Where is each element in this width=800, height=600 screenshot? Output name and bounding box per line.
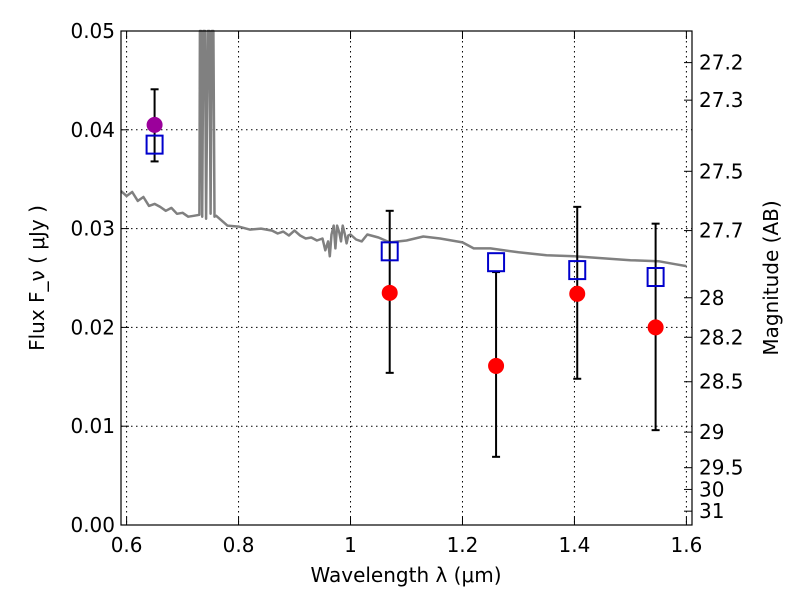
synthetic-photometry-series [145,134,665,288]
error-bars [150,88,660,458]
synthetic-point [646,267,665,288]
y-tick-label: 0.00 [70,513,115,537]
y2-tick-label: 28 [699,286,724,310]
y2-tick-label: 29 [699,420,724,444]
y2-tick-label: 28.5 [699,370,744,394]
y-tick-label: 0.04 [70,118,115,142]
model-sed-series [120,29,687,268]
observed-photometry-series [146,116,664,374]
y-tick-label: 0.05 [70,19,115,43]
y2-tick-label: 27.3 [699,88,744,112]
y2-tick-label: 28.2 [699,325,744,349]
y2-tick-label: 31 [699,499,724,523]
y-tick-labels: 0.00 0.01 0.02 0.03 0.04 0.05 [70,19,115,537]
observed-point [569,285,586,302]
y2-tick-label: 27.7 [699,219,744,243]
x-tick-label: 0.6 [111,533,143,557]
y2-tick-label: 29.5 [699,456,744,480]
axis-ticks [121,30,692,526]
observed-point [146,116,163,133]
y2-tick-label: 30 [699,477,724,501]
model-sed-line [120,29,687,268]
y-tick-label: 0.03 [70,217,115,241]
synthetic-point [145,134,164,155]
x-tick-label: 1 [344,533,357,557]
observed-point [381,284,398,301]
y2-tick-label: 27.5 [699,159,744,183]
x-tick-label: 1.6 [670,533,702,557]
x-tick-labels: 0.6 0.8 1 1.2 1.4 1.6 [111,533,703,557]
observed-point [488,357,505,374]
y-axis-label: Flux F_ν ( μJy ) [25,205,49,351]
synthetic-point [487,252,506,273]
x-axis-label: Wavelength λ (μm) [310,563,501,587]
y2-axis-label: Magnitude (AB) [759,200,783,355]
x-tick-label: 1.4 [559,533,591,557]
plot-frame [120,30,693,526]
x-tick-label: 0.8 [223,533,255,557]
grid [121,31,692,525]
observed-point [647,319,664,336]
synthetic-point [568,260,587,281]
y-tick-label: 0.02 [70,315,115,339]
y2-tick-label: 27.2 [699,51,744,75]
y-tick-label: 0.01 [70,414,115,438]
synthetic-point [380,241,399,262]
x-tick-label: 1.2 [447,533,479,557]
